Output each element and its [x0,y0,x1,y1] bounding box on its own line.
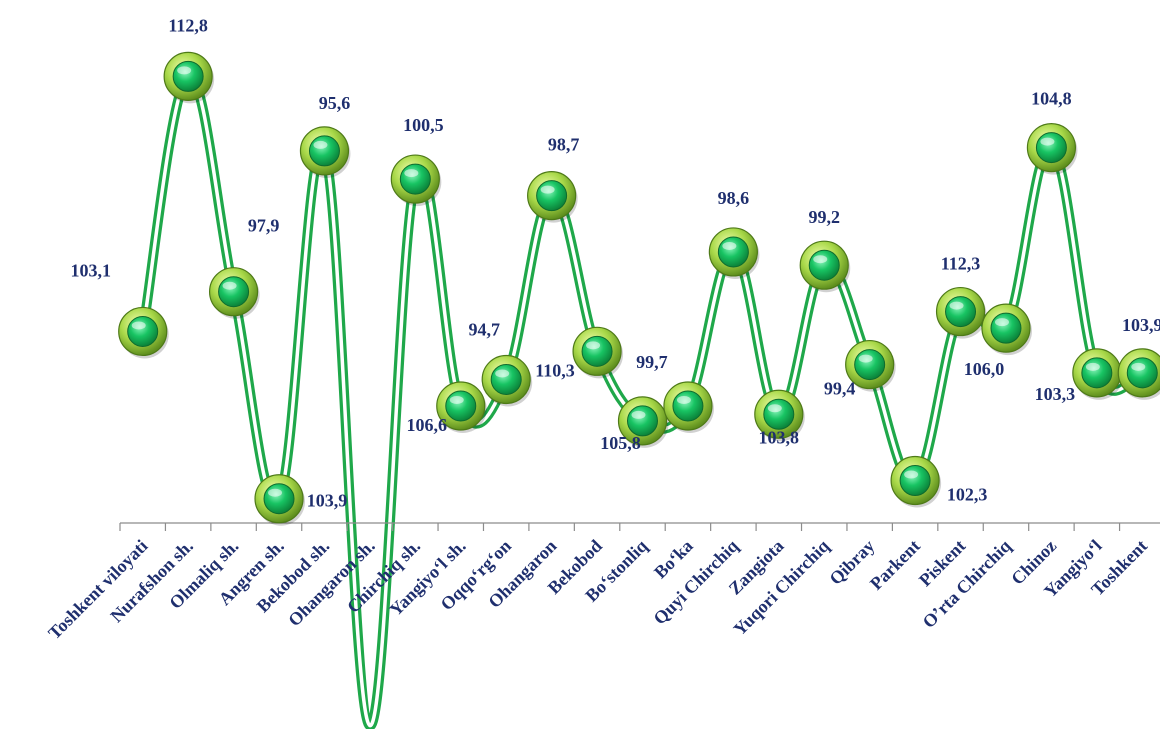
data-label: 110,3 [535,360,575,380]
data-label: 103,1 [70,260,111,280]
data-label: 112,8 [168,15,208,35]
data-point-marker [617,396,669,448]
data-point-marker [481,354,533,407]
data-label: 99,4 [824,379,856,399]
data-label: 100,5 [403,115,444,135]
data-point-marker [1072,348,1123,400]
data-label: 103,9 [307,491,348,511]
marker-group [118,51,1160,526]
data-label: 112,3 [941,254,981,274]
data-point-marker [663,381,714,433]
data-label: 98,6 [718,188,750,208]
data-label: 102,3 [947,485,988,505]
data-point-marker [527,171,578,223]
data-label-group: 103,1 112,8 97,9 103,9 95,6 100,5 106,6 94,7 98,… [70,15,1160,510]
data-point-marker [208,267,260,319]
data-point-marker [299,126,351,178]
data-point-marker [436,381,487,433]
data-label: 105,8 [600,433,641,453]
data-point-marker [1026,122,1078,175]
data-point-marker [799,240,851,293]
data-point-marker [935,286,987,339]
x-tick-label: Parkent [866,536,924,594]
data-label: 97,9 [248,216,280,236]
data-label: 94,7 [468,319,500,339]
data-label: 103,8 [759,427,800,447]
data-point-marker [572,326,624,379]
data-label: 103,9 [1122,315,1160,335]
data-label: 95,6 [319,93,351,113]
data-point-marker [754,389,805,442]
data-point-marker [163,51,215,104]
x-axis [119,522,1160,531]
data-label: 106,0 [964,359,1005,379]
data-label: 104,8 [1031,89,1072,109]
data-point-marker [1117,348,1160,400]
data-point-marker [254,474,306,526]
data-point-marker [845,339,896,392]
data-point-marker [708,227,760,279]
data-label: 98,7 [548,135,580,155]
data-point-marker [390,154,442,207]
data-label: 103,3 [1035,384,1076,404]
data-label: 99,2 [808,207,840,227]
data-point-marker [118,306,169,359]
data-label: 106,6 [407,415,448,435]
data-point-marker [981,303,1032,356]
data-label: 99,7 [636,352,668,372]
data-point-marker [890,455,942,508]
